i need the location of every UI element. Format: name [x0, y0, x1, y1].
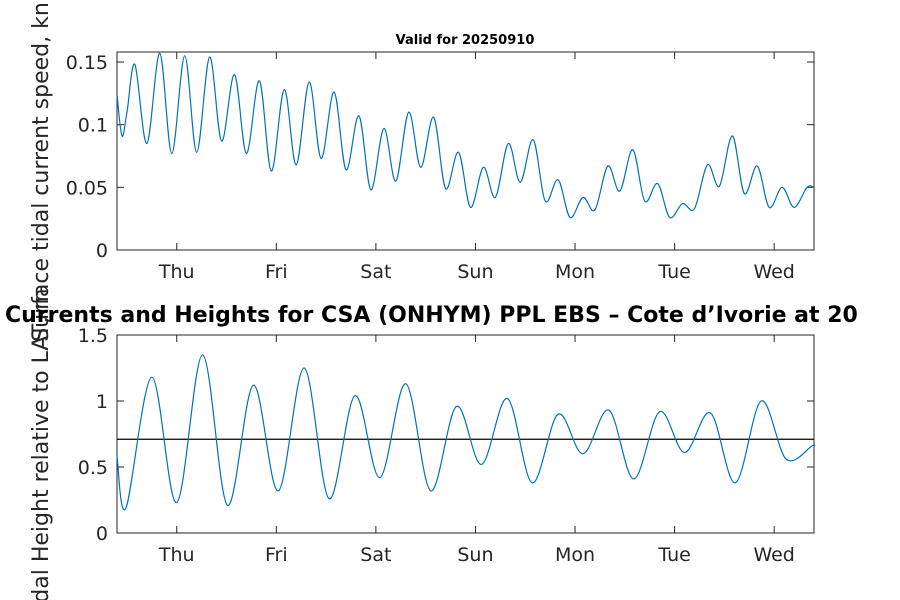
current-speed-x-tick-label: Mon: [555, 261, 595, 283]
tidal-height-x-tick-label: Wed: [753, 544, 794, 566]
current-speed-y-ticks: 0 0.05 0.1 0.15: [66, 52, 814, 262]
tidal-height-x-tick-label: Fri: [265, 544, 288, 566]
tidal-height-x-tick-label: Sun: [457, 544, 493, 566]
current-speed-x-tick-label: Wed: [753, 261, 794, 283]
tidal-height-x-tick-label: Mon: [555, 544, 595, 566]
tidal-height-y-tick-label: 1.5: [78, 325, 108, 347]
tidal-height-y-ticks: 0 0.5 1 1.5: [78, 325, 814, 545]
tidal-height-x-tick-label: Tue: [657, 544, 690, 566]
tidal-height-y-tick-label: 1: [96, 391, 108, 413]
tidal-height-plot-frame: [116, 334, 815, 534]
current-speed-y-tick-label: 0.1: [78, 115, 108, 137]
tidal-height-y-tick-label: 0: [96, 523, 108, 545]
tidal-height-title: Currents and Heights for CSA (ONHYM) PPL…: [5, 303, 858, 328]
current-speed-series-line: [116, 52, 815, 219]
current-speed-title: Valid for 20250910: [396, 33, 535, 48]
tidal-height-panel: Currents and Heights for CSA (ONHYM) PPL…: [5, 288, 858, 600]
current-speed-y-tick-label: 0.05: [66, 177, 108, 199]
tidal-height-ylabel: Tidal Height relative to LAT, m: [29, 288, 54, 600]
tidal-height-x-ticks: Thu Fri Sat Sun Mon Tue Wed: [158, 335, 795, 566]
current-speed-x-tick-label: Sun: [457, 261, 493, 283]
current-speed-panel: Valid for 20250910 Surface tidal current…: [29, 2, 815, 342]
current-speed-x-tick-label: Tue: [657, 261, 690, 283]
tidal-height-x-tick-label: Thu: [158, 544, 195, 566]
current-speed-y-tick-label: 0.15: [66, 52, 108, 74]
current-speed-x-tick-label: Fri: [265, 261, 288, 283]
current-speed-plot-frame: [116, 51, 815, 251]
current-speed-x-tick-label: Thu: [158, 261, 195, 283]
current-speed-x-ticks: Thu Fri Sat Sun Mon Tue Wed: [158, 52, 795, 283]
current-speed-y-tick-label: 0: [96, 240, 108, 262]
tidal-height-y-tick-label: 0.5: [78, 457, 108, 479]
current-speed-ylabel: Surface tidal current speed, kn: [29, 2, 54, 342]
tidal-height-series-line: [116, 354, 816, 511]
current-speed-x-tick-label: Sat: [360, 261, 391, 283]
tidal-height-x-tick-label: Sat: [360, 544, 391, 566]
